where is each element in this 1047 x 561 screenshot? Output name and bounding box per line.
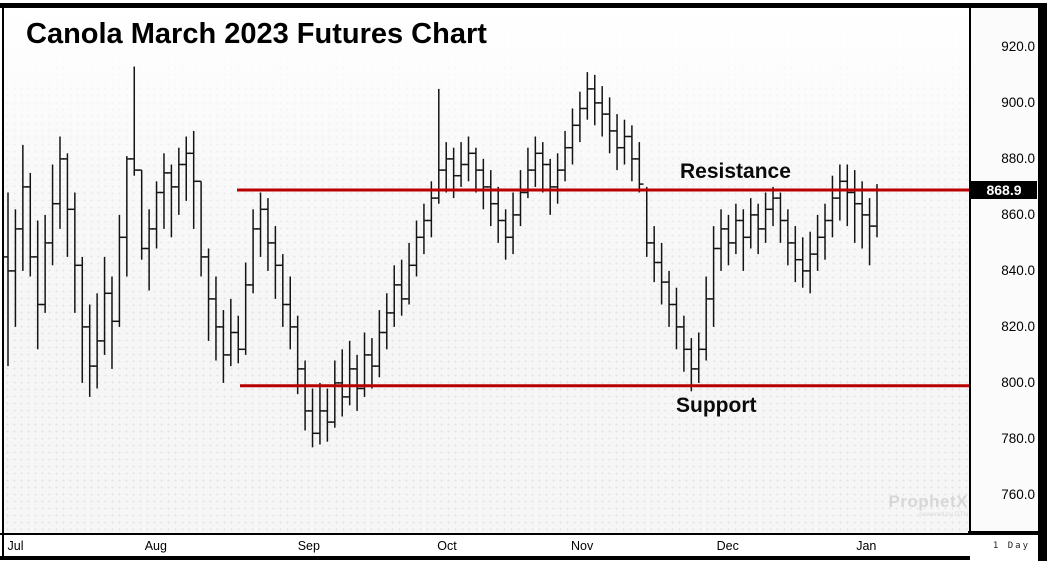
window-border-right <box>1038 3 1047 561</box>
price-axis-label: 900.0 <box>1001 94 1035 110</box>
chart-plot-area[interactable] <box>4 8 969 533</box>
month-label: Nov <box>571 539 594 553</box>
window-border-left <box>2 3 4 556</box>
price-axis-label: 840.0 <box>1001 262 1035 278</box>
interval-cell: 1 Day <box>968 531 1038 556</box>
interval-label: 1 Day <box>992 541 1030 551</box>
price-axis-label: 860.0 <box>1001 206 1035 222</box>
price-axis-label: 820.0 <box>1001 318 1035 334</box>
month-label: Sep <box>297 539 320 553</box>
resistance-label[interactable]: Resistance <box>680 160 791 183</box>
support-label[interactable]: Support <box>676 394 757 417</box>
window-border-top <box>0 3 1047 8</box>
interval-cell-border <box>968 531 1038 534</box>
price-axis-label: 760.0 <box>1001 486 1035 502</box>
window-border-bottom <box>0 556 970 560</box>
month-label: Oct <box>437 539 457 553</box>
time-axis[interactable]: Jul Aug Sep Oct Nov Dec Jan <box>0 535 1038 556</box>
month-label: Jan <box>856 539 877 553</box>
price-axis-label: 800.0 <box>1001 374 1035 390</box>
price-axis-label: 880.0 <box>1001 150 1035 166</box>
month-label: Dec <box>716 539 739 553</box>
price-axis-label: 920.0 <box>1001 38 1035 54</box>
price-axis-label: 780.0 <box>1001 430 1035 446</box>
price-axis[interactable]: 920.0 900.0 880.0 860.0 840.0 820.0 800.0 780.0… <box>971 8 1038 533</box>
current-price-badge: 868.9 <box>971 181 1037 199</box>
time-axis-border <box>0 533 1038 535</box>
axis-separator <box>969 8 971 556</box>
page-title: Canola March 2023 Futures Chart <box>26 18 487 50</box>
month-label: Aug <box>144 539 167 553</box>
month-label: Jul <box>7 539 24 553</box>
